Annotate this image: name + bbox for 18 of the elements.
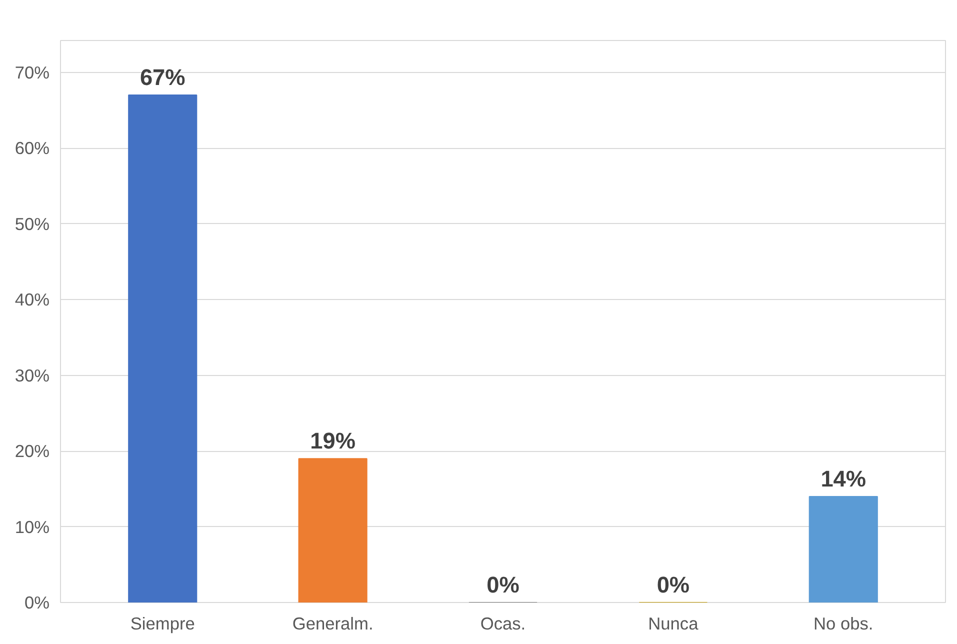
data-label: 0% (486, 572, 520, 598)
x-tick-label: Generalm. (292, 614, 374, 634)
y-tick-label: 50% (14, 214, 50, 234)
y-tick-label: 20% (14, 441, 50, 462)
y-tick-label: 40% (14, 290, 50, 310)
data-label: 19% (310, 428, 356, 454)
x-tick-label: No obs. (814, 614, 874, 634)
x-tick-label: Ocas. (480, 614, 526, 634)
y-tick-label: 0% (24, 592, 50, 612)
x-tick-label: Nunca (648, 614, 699, 634)
data-label: 67% (140, 64, 186, 90)
y-tick-label: 10% (14, 516, 50, 537)
data-label: 0% (656, 572, 690, 598)
y-tick-label: 30% (14, 365, 50, 386)
y-tick-label: 60% (14, 138, 50, 158)
x-tick-label: Siempre (130, 614, 195, 634)
y-tick-label: 70% (14, 62, 50, 82)
data-label: 14% (820, 465, 866, 492)
